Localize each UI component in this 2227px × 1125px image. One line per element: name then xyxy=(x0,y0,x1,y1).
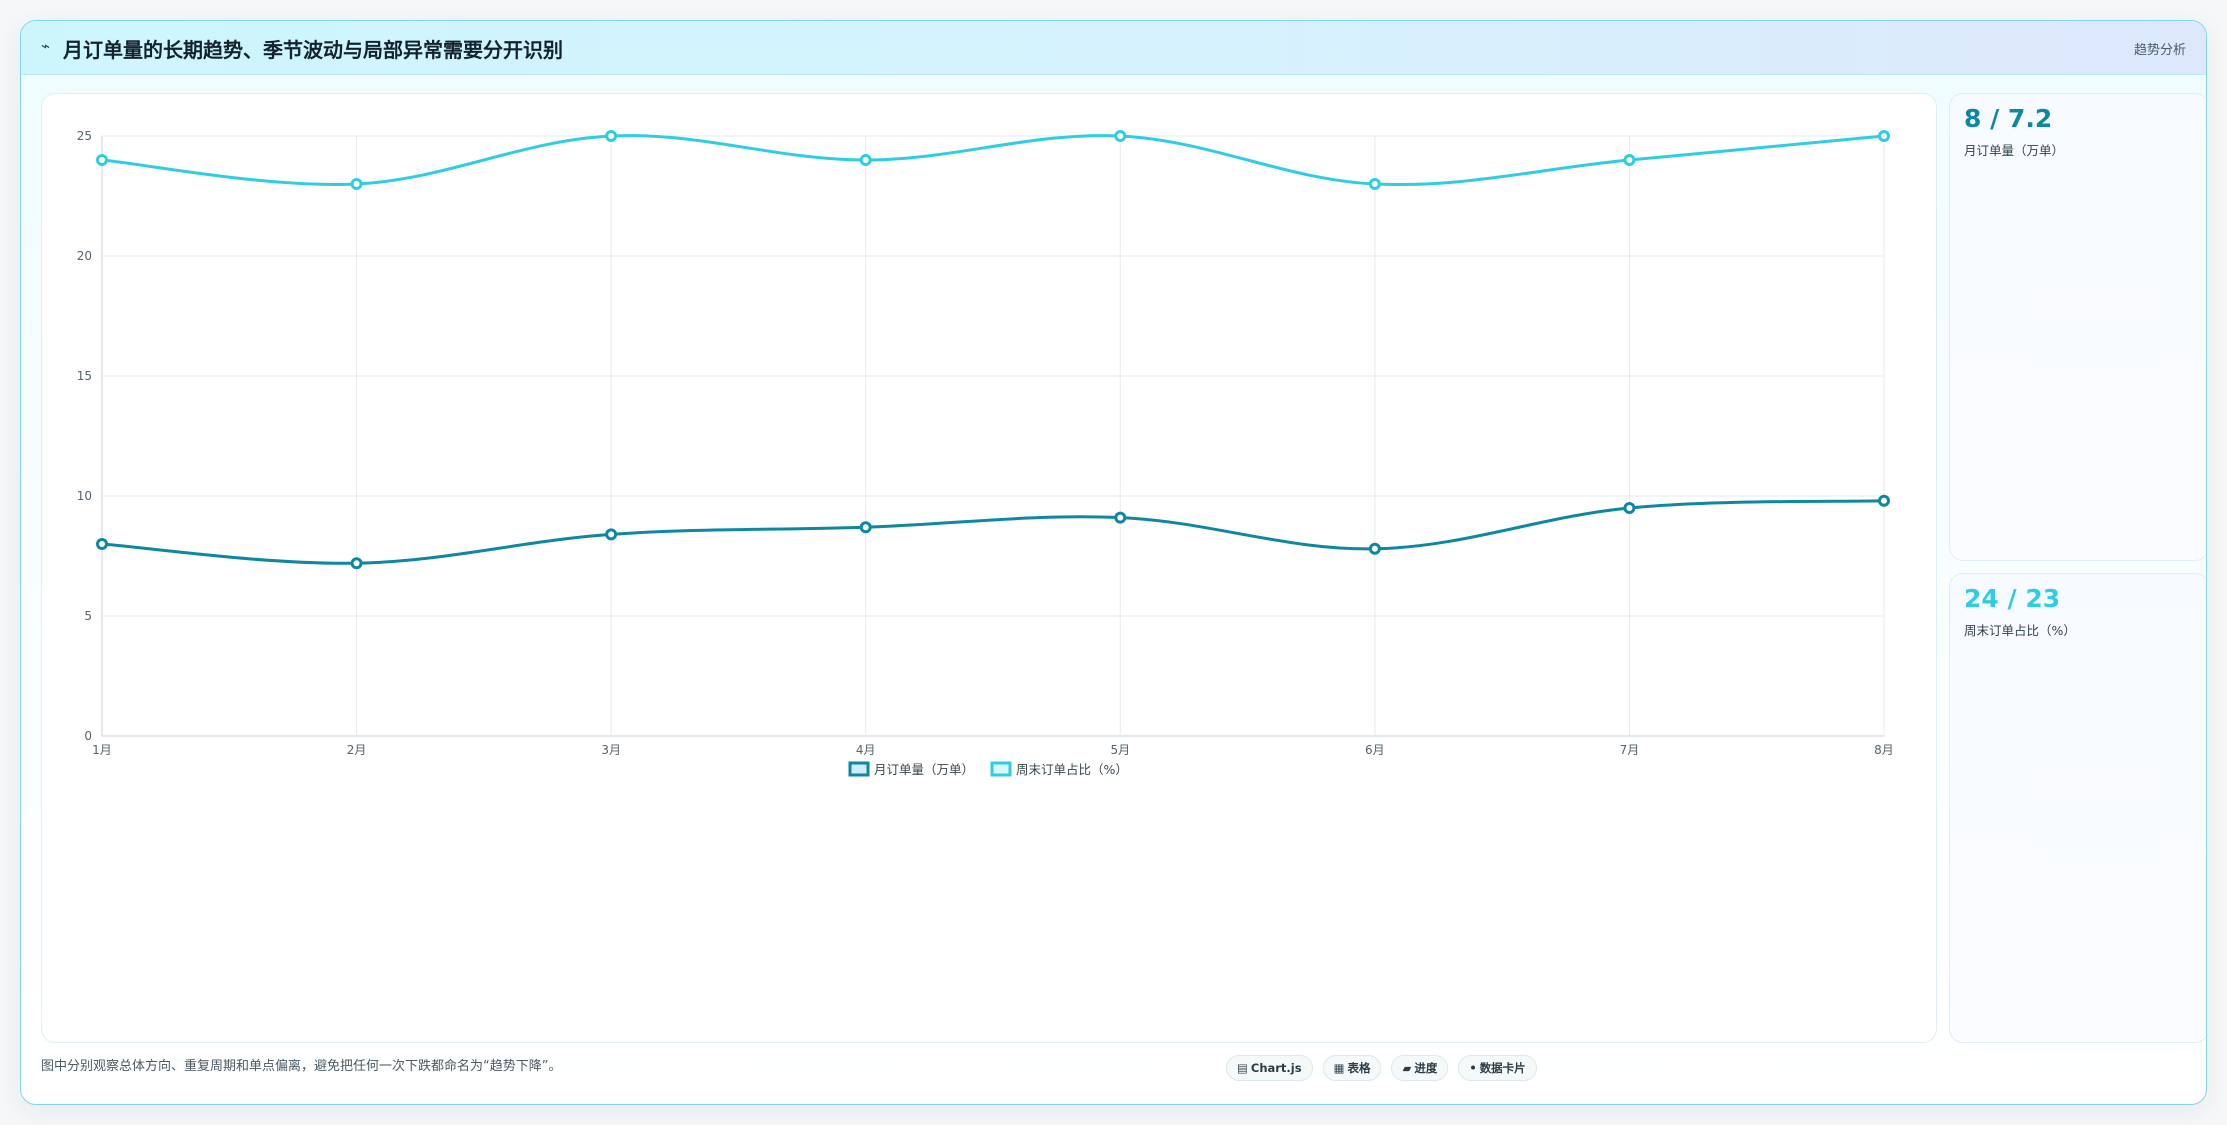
chart-card: 0 5 10 15 20 25 1月 2月 3月 4月 5月 6月 7月 8月月订单量（万单） 周末订单占比… xyxy=(41,93,1937,1043)
y-tick-label: 25 xyxy=(77,129,92,143)
x-tick-label: 2月 xyxy=(347,743,367,757)
stat-card-weekend: 24 / 23 周末订单占比（%） xyxy=(1949,573,2206,1043)
data-point xyxy=(859,521,872,534)
pill-label: 数据卡片 xyxy=(1479,1061,1526,1075)
page-title: 月订单量的长期趋势、季节波动与局部异常需要分开识别 xyxy=(63,38,563,62)
data-point xyxy=(605,528,618,541)
stat-value-orders: 8 / 7.2 xyxy=(1964,104,2053,133)
pill-progress[interactable]: ▰ 进度 xyxy=(1391,1055,1449,1081)
pill-table[interactable]: ▦ 表格 xyxy=(1322,1055,1382,1081)
table-icon: ▦ xyxy=(1333,1061,1345,1075)
panel-header: ⌁ 月订单量的长期趋势、季节波动与局部异常需要分开识别 趋势分析 xyxy=(21,21,2206,75)
x-tick-label: 5月 xyxy=(1110,743,1130,757)
data-point xyxy=(96,538,108,550)
x-tick-label: 3月 xyxy=(601,743,621,757)
pill-chartjs[interactable]: ▤ Chart.js xyxy=(1226,1055,1313,1081)
feature-pills: ▤ Chart.js ▦ 表格 ▰ 进度 • 数据卡片 xyxy=(1226,1055,1537,1081)
footer-note: 图中分别观察总体方向、重复周期和单点偏离，避免把任何一次下跌都命名为“趋势下降”… xyxy=(41,1059,562,1074)
legend-swatch xyxy=(990,761,1012,777)
dashboard-panel: ⌁ 月订单量的长期趋势、季节波动与局部异常需要分开识别 趋势分析 0 5 10 15 2… xyxy=(20,20,2207,1105)
data-point xyxy=(96,154,108,166)
legend-label: 周末订单占比（%） xyxy=(1016,762,1128,777)
y-tick-label: 10 xyxy=(77,489,92,503)
progress-icon: ▰ xyxy=(1402,1061,1412,1075)
data-point xyxy=(1878,130,1890,142)
chart-icon: ▤ xyxy=(1237,1061,1248,1075)
x-tick-label: 1月 xyxy=(92,743,112,757)
pill-data-card[interactable]: • 数据卡片 xyxy=(1458,1055,1537,1081)
stat-label-weekend: 周末订单占比（%） xyxy=(1964,623,2076,638)
data-point xyxy=(1114,130,1127,142)
trend-line-icon: ⌁ xyxy=(41,37,51,55)
data-point xyxy=(605,130,618,142)
x-tick-label: 7月 xyxy=(1620,743,1640,757)
data-point xyxy=(350,178,363,190)
legend-swatch xyxy=(848,761,870,777)
data-point xyxy=(859,154,872,166)
y-tick-label: 0 xyxy=(84,729,92,743)
pill-label: 表格 xyxy=(1347,1061,1371,1075)
data-point xyxy=(1114,511,1127,524)
data-point xyxy=(1623,154,1636,166)
series-line-0 xyxy=(101,499,1885,565)
pill-label: 进度 xyxy=(1414,1061,1438,1075)
data-point xyxy=(1878,494,1890,507)
legend-label: 月订单量（万单） xyxy=(874,762,974,777)
y-tick-label: 15 xyxy=(77,369,92,383)
x-tick-label: 4月 xyxy=(856,743,876,757)
data-point xyxy=(1368,542,1381,555)
x-tick-label: 6月 xyxy=(1365,743,1385,757)
x-tick-label: 8月 xyxy=(1874,743,1894,757)
y-tick-label: 5 xyxy=(84,609,92,623)
data-point xyxy=(1623,502,1636,514)
data-point xyxy=(1368,178,1381,190)
category-tag: 趋势分析 xyxy=(2133,43,2186,58)
stat-value-weekend: 24 / 23 xyxy=(1964,584,2061,613)
series-line-1 xyxy=(101,134,1885,187)
pill-label: Chart.js xyxy=(1250,1061,1302,1075)
stat-label-orders: 月订单量（万单） xyxy=(1964,143,2065,158)
card-icon: • xyxy=(1469,1061,1477,1075)
y-tick-label: 20 xyxy=(77,249,92,263)
stat-card-orders: 8 / 7.2 月订单量（万单） xyxy=(1949,93,2206,561)
data-point xyxy=(350,557,363,570)
